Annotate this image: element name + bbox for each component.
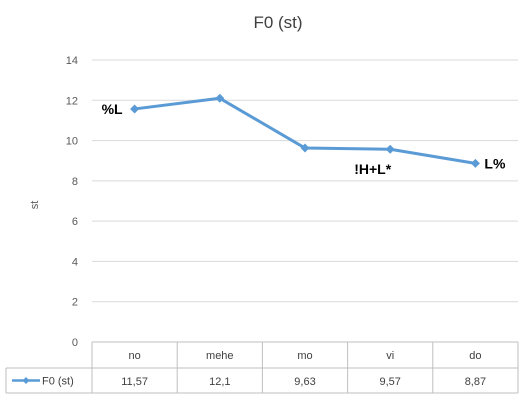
annotation-label: L% — [484, 155, 506, 171]
y-axis-label: st — [29, 201, 41, 210]
data-point — [215, 93, 225, 103]
data-table-value: 11,57 — [121, 376, 148, 388]
data-table-value: 12,1 — [209, 376, 230, 388]
category-label: do — [469, 350, 481, 362]
y-tick-label: 0 — [72, 337, 78, 349]
data-table-value: 9,63 — [294, 376, 315, 388]
legend-series-name: F0 (st) — [42, 376, 74, 388]
category-label: mo — [297, 350, 312, 362]
grid-lines — [92, 59, 518, 303]
y-tick-label: 10 — [66, 136, 78, 148]
data-table-value: 8,87 — [465, 376, 486, 388]
category-label: vi — [386, 350, 394, 362]
series-f0 — [130, 93, 480, 168]
data-table: no mehe mo vi do 11,57 12,1 9,63 9,57 8,87 F0 (st) — [5, 341, 519, 394]
data-table-value: 9,57 — [379, 376, 400, 388]
data-point — [470, 158, 480, 168]
annotation-label: !H+L* — [354, 161, 392, 177]
data-point — [385, 144, 395, 154]
y-tick-label: 2 — [72, 297, 78, 309]
annotation-label: %L — [102, 101, 123, 117]
category-label: mehe — [206, 350, 234, 362]
y-tick-label: 4 — [72, 256, 78, 268]
y-axis-ticks: 0 2 4 6 8 10 12 14 — [66, 55, 78, 349]
series-line — [134, 96, 476, 165]
y-tick-label: 12 — [66, 95, 78, 107]
data-point — [300, 143, 310, 153]
legend-marker — [22, 377, 30, 384]
y-tick-label: 6 — [72, 216, 78, 228]
data-point — [130, 104, 140, 114]
y-tick-label: 8 — [72, 176, 78, 188]
y-tick-label: 14 — [66, 55, 78, 67]
annotations: %L !H+L* L% — [102, 101, 506, 177]
chart-title: F0 (st) — [253, 13, 302, 32]
category-label: no — [128, 350, 140, 362]
